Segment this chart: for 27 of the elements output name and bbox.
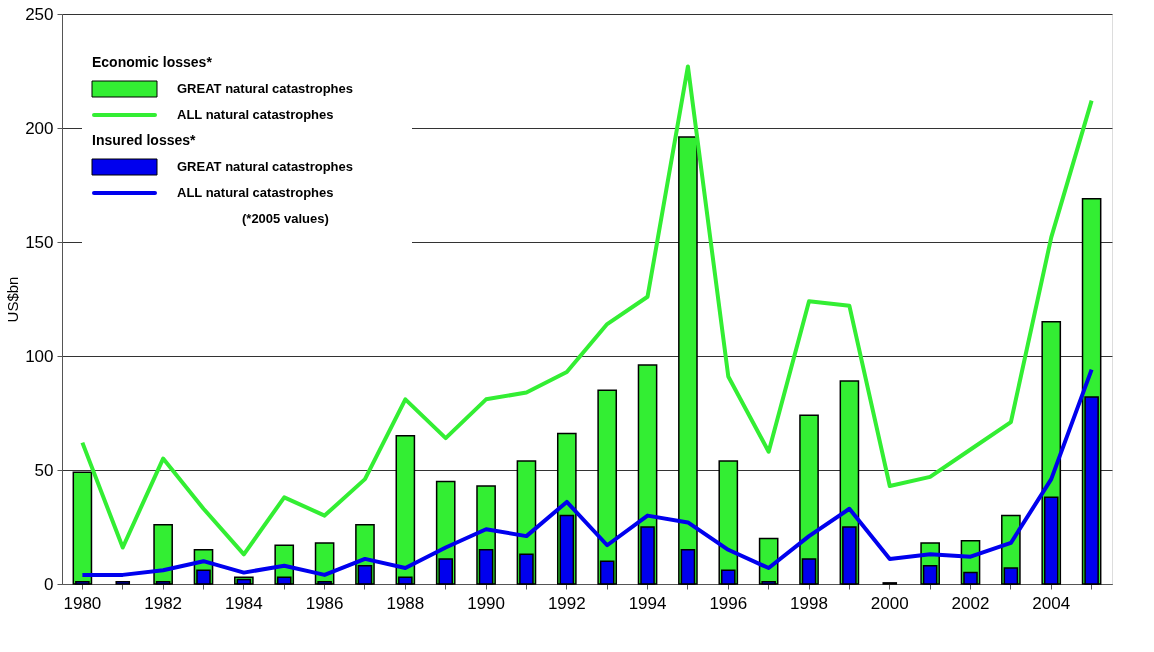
x-tick-label: 1996 [709, 593, 748, 613]
y-tick-label: 150 [25, 232, 54, 252]
x-tick-label: 1982 [144, 593, 183, 613]
legend-label: ALL natural catastrophes [177, 185, 334, 200]
x-tick-label: 1992 [547, 593, 586, 613]
x-tick-label: 1990 [467, 593, 505, 613]
legend-label: ALL natural catastrophes [177, 107, 334, 122]
legend-label: GREAT natural catastrophes [177, 159, 354, 174]
annotation: (*2005 values) [242, 211, 329, 226]
annotation: Economic losses* [92, 54, 213, 70]
x-tick-label: 1994 [628, 593, 667, 613]
x-tick-label: 2002 [951, 593, 990, 613]
y-tick-label: 250 [25, 4, 54, 24]
x-tick-label: 2004 [1032, 593, 1071, 613]
x-tick-label: 1998 [790, 593, 828, 613]
x-tick-label: 1984 [224, 593, 263, 613]
legend-label: GREAT natural catastrophes [177, 81, 354, 96]
annotation: Insured losses* [92, 132, 197, 148]
y-tick-label: 0 [44, 574, 54, 594]
x-tick-label: 2000 [870, 593, 909, 613]
y-tick-label: 100 [25, 346, 54, 366]
y-axis-title: US$bn [4, 276, 22, 323]
x-tick-label: 1988 [386, 593, 425, 613]
y-tick-label: 200 [25, 118, 54, 138]
x-tick-label: 1980 [63, 593, 102, 613]
x-tick-label: 1986 [305, 593, 344, 613]
y-tick-label: 50 [34, 460, 54, 480]
